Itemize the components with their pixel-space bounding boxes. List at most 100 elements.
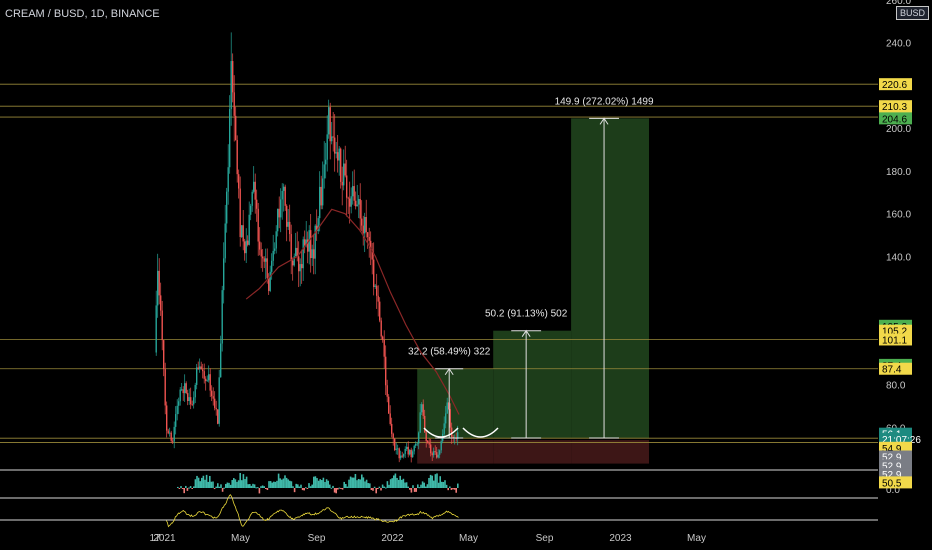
histogram-bar	[303, 488, 305, 491]
candle-body	[287, 221, 289, 227]
histogram-bar	[396, 477, 398, 488]
candle-body	[389, 413, 391, 424]
candle-body	[367, 232, 369, 237]
histogram-bar	[364, 481, 366, 488]
candle-body	[173, 426, 175, 442]
oscillator-zero-label: 0.0	[886, 485, 900, 496]
candle-body	[196, 367, 198, 385]
histogram-bar	[404, 482, 406, 488]
candle-body	[160, 295, 162, 311]
candle-body	[449, 409, 451, 428]
candle-body	[379, 301, 381, 321]
histogram-bar	[391, 478, 393, 488]
candle-body	[247, 240, 249, 245]
candle-body	[304, 239, 306, 246]
candle-body	[224, 223, 226, 259]
candle-body	[346, 175, 348, 198]
candle-body	[238, 174, 240, 189]
histogram-bar	[434, 474, 437, 488]
candle-body	[170, 432, 172, 441]
candle-body	[391, 423, 393, 434]
histogram-bar	[351, 477, 353, 488]
double-bottom-arc-1	[423, 427, 459, 438]
candle-body	[365, 217, 367, 233]
measure-arrowhead-2	[521, 329, 531, 337]
measure-arrowhead-1	[444, 367, 454, 376]
y-tick-label-5: 160.0	[886, 210, 911, 221]
candle-body	[209, 374, 211, 391]
candle-body	[197, 367, 199, 370]
candle-body	[395, 448, 397, 450]
oscillator-line	[166, 494, 459, 528]
candle-body	[227, 167, 229, 192]
candle-body	[251, 191, 253, 206]
candle-body	[344, 163, 346, 176]
candle-body	[254, 181, 256, 200]
candle-body	[374, 285, 376, 287]
histogram-bar	[397, 479, 400, 488]
candle-body	[356, 204, 358, 207]
candle-body	[316, 225, 318, 232]
x-tick-label-7: Sep	[536, 533, 554, 544]
candle-body	[256, 199, 258, 209]
histogram-bar	[237, 480, 240, 488]
candle-body	[269, 271, 271, 291]
histogram-bar	[212, 481, 214, 488]
candle-body	[193, 397, 195, 405]
candle-body	[295, 247, 297, 257]
currency-badge[interactable]: BUSD	[895, 6, 929, 20]
histogram-bar	[271, 482, 273, 488]
candle-body	[430, 444, 432, 454]
candle-body	[299, 264, 301, 272]
candle-body	[427, 440, 429, 444]
histogram-bar	[383, 486, 385, 488]
histogram-bar	[201, 477, 203, 488]
histogram-bar	[225, 483, 227, 488]
candle-body	[248, 214, 250, 245]
candle-body	[272, 250, 274, 261]
histogram-bar	[313, 476, 315, 488]
candle-body	[194, 384, 196, 398]
candle-body	[332, 136, 334, 138]
histogram-bar	[180, 486, 182, 488]
stop-zone-3	[571, 440, 649, 464]
histogram-bar	[399, 475, 401, 488]
histogram-bar	[258, 488, 261, 494]
x-tick-label-3: May	[231, 533, 250, 544]
candle-body	[418, 432, 420, 444]
histogram-bar	[426, 484, 429, 488]
price-tag-label-7: 101.1	[882, 335, 907, 346]
histogram-bar	[217, 483, 219, 488]
histogram-bar	[412, 485, 414, 488]
measure-label-2: 50.2 (91.13%) 502	[485, 309, 568, 320]
histogram-bar	[197, 477, 200, 488]
histogram-bar	[218, 486, 221, 488]
candle-body	[409, 449, 411, 455]
candle-body	[218, 377, 220, 424]
x-tick-label-2: 2021	[153, 533, 176, 544]
candle-body	[281, 190, 283, 200]
candle-body	[233, 92, 235, 116]
histogram-bar	[418, 487, 421, 489]
histogram-bar	[393, 475, 395, 488]
histogram-bar	[354, 473, 357, 488]
histogram-bar	[445, 484, 448, 488]
candle-body	[343, 163, 345, 186]
histogram-bar	[253, 484, 256, 488]
histogram-bar	[260, 486, 262, 488]
histogram-bar	[423, 482, 425, 488]
candle-body	[205, 378, 207, 382]
histogram-bar	[457, 483, 459, 488]
histogram-bar	[389, 479, 392, 488]
histogram-bar	[301, 488, 304, 491]
candle-body	[286, 205, 288, 227]
histogram-bar	[249, 484, 251, 488]
histogram-bar	[281, 479, 283, 488]
profit-zone-3	[571, 118, 649, 438]
candle-body	[199, 366, 201, 370]
candle-body	[439, 450, 441, 455]
histogram-bar	[255, 487, 257, 489]
histogram-bar	[189, 486, 192, 488]
candle-body	[236, 140, 238, 175]
